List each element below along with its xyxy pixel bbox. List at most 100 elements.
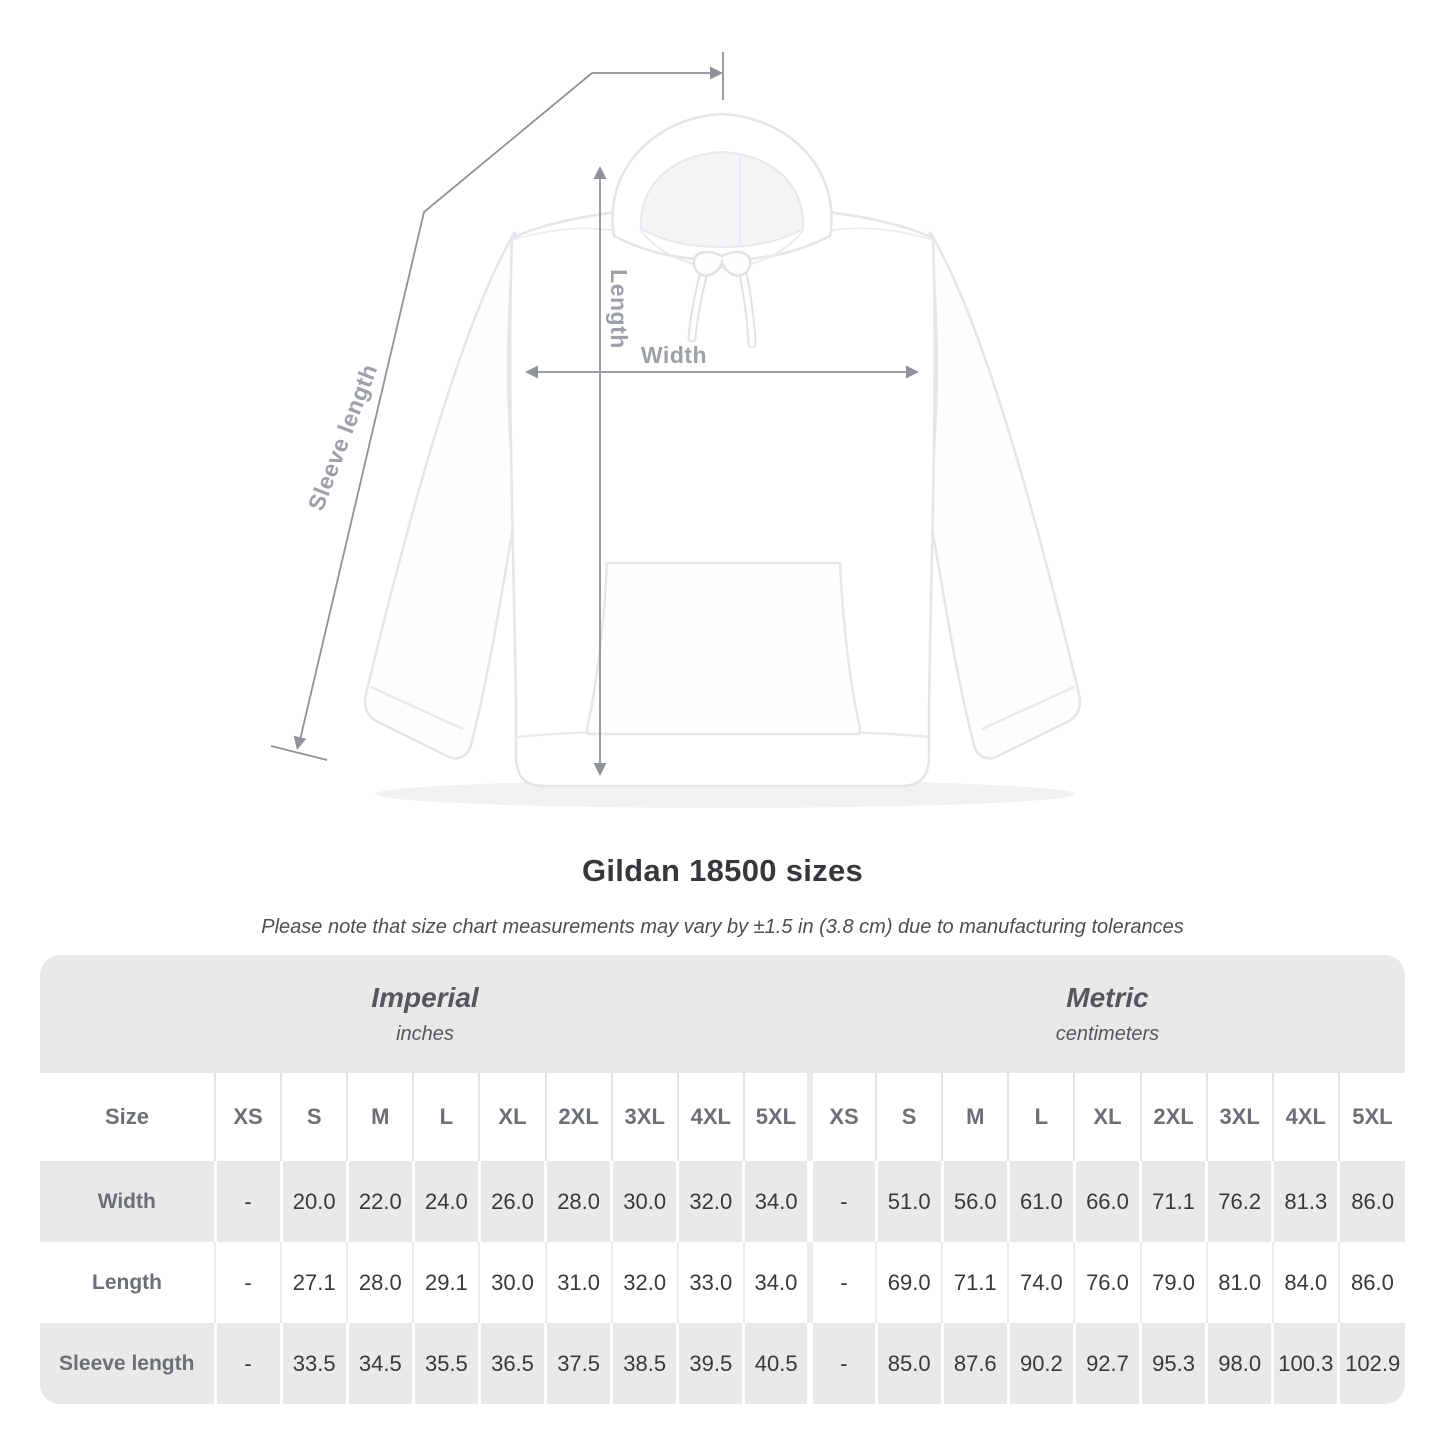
size-value-cell: 30.0 — [610, 1161, 678, 1242]
size-value-cell: 37.5 — [544, 1323, 612, 1404]
size-col-header-imperial-2xl: 2XL — [544, 1073, 612, 1161]
size-col-header-metric-xs: XS — [806, 1073, 877, 1161]
width-left-arrow — [525, 365, 538, 379]
size-value-cell: 74.0 — [1007, 1242, 1075, 1323]
size-value-cell: 95.3 — [1139, 1323, 1207, 1404]
size-col-header-metric-4xl: 4XL — [1271, 1073, 1339, 1161]
size-value-cell: 81.3 — [1271, 1161, 1339, 1242]
left-shoulder-seam — [511, 227, 618, 241]
sleeve-length-row: Sleeve length -33.5 34.5 35.5 36.5 37.5 38.5 3… — [40, 1323, 1405, 1404]
size-table-grid: Imperial inches Metric centimeters Size … — [40, 955, 1405, 1404]
size-value-cell: 84.0 — [1271, 1242, 1339, 1323]
size-col-header-imperial-xs: XS — [213, 1073, 282, 1161]
length-label: Length — [606, 269, 632, 349]
size-value-cell: 79.0 — [1139, 1242, 1207, 1323]
size-value-cell: 40.5 — [742, 1323, 810, 1404]
neckline — [640, 230, 804, 270]
size-value-cell: 85.0 — [874, 1323, 943, 1404]
size-value-cell: 34.0 — [742, 1161, 810, 1242]
size-value-cell: 76.0 — [1073, 1242, 1141, 1323]
size-value-cell: 38.5 — [610, 1323, 678, 1404]
tolerance-note: Please note that size chart measurements… — [261, 916, 1184, 938]
size-col-header-imperial-s: S — [280, 1073, 348, 1161]
metric-unit: centimeters — [1055, 1023, 1160, 1045]
measurement-lines — [270, 52, 913, 770]
size-value-cell: 100.3 — [1271, 1323, 1339, 1404]
size-value-cell: 71.1 — [1139, 1161, 1207, 1242]
size-col-header-metric-xl: XL — [1073, 1073, 1141, 1161]
size-value-cell: 76.2 — [1205, 1161, 1273, 1242]
page-title: Gildan 18500 sizes — [581, 853, 864, 888]
size-value-cell: 27.1 — [280, 1242, 348, 1323]
size-header-row: Size XS S M L XL 2XL 3XL 4XL 5XL XS S M L XL 2XL 3XL 4XL… — [40, 1073, 1405, 1161]
size-col-header-imperial-m: M — [346, 1073, 414, 1161]
size-value-cell: 32.0 — [676, 1161, 744, 1242]
size-value-cell: 86.0 — [1337, 1242, 1405, 1323]
size-col-header-metric-m: M — [941, 1073, 1009, 1161]
length-up-arrow — [593, 166, 607, 179]
size-col-header-imperial-3xl: 3XL — [610, 1073, 678, 1161]
left-cuff-seam — [370, 685, 464, 731]
imperial-label: Imperial — [371, 982, 479, 1013]
size-header-label: Size — [40, 1073, 215, 1161]
size-value-cell: 33.5 — [279, 1323, 348, 1404]
size-value-cell: 22.0 — [345, 1161, 414, 1242]
metric-label: Metric — [1066, 982, 1149, 1013]
right-sleeve — [926, 231, 1082, 760]
size-col-header-metric-3xl: 3XL — [1205, 1073, 1273, 1161]
width-row: Width -20.0 22.0 24.0 26.0 28.0 30.0 32.0 34.0-… — [40, 1161, 1405, 1242]
size-value-cell: 102.9 — [1337, 1323, 1405, 1404]
size-col-header-metric-2xl: 2XL — [1139, 1073, 1207, 1161]
size-col-header-metric-5xl: 5XL — [1337, 1073, 1405, 1161]
kangaroo-pocket — [585, 561, 862, 736]
row-label-sleeve-length: Sleeve length — [40, 1323, 215, 1404]
measurement-arrowheads — [293, 66, 919, 776]
size-col-header-imperial-l: L — [412, 1073, 480, 1161]
size-value-cell: 28.0 — [346, 1242, 414, 1323]
length-down-arrow — [593, 763, 607, 776]
hoodie-measurement-diagram: Length Width Sleeve length — [270, 52, 1082, 808]
size-value-cell: 66.0 — [1072, 1161, 1141, 1242]
row-label-width: Width — [40, 1161, 215, 1242]
size-value-cell: 32.0 — [610, 1242, 678, 1323]
size-value-cell: - — [213, 1242, 282, 1323]
hood-interior — [639, 150, 805, 249]
width-label: Width — [641, 342, 707, 368]
size-value-cell: - — [213, 1161, 282, 1242]
size-value-cell: 51.0 — [874, 1161, 943, 1242]
right-cuff-seam — [981, 685, 1075, 731]
size-value-cell: 61.0 — [1006, 1161, 1075, 1242]
size-col-header-imperial-5xl: 5XL — [742, 1073, 810, 1161]
size-value-cell: 34.5 — [345, 1323, 414, 1404]
sleeve-top-arrow — [710, 66, 723, 80]
size-value-cell: 87.6 — [940, 1323, 1009, 1404]
row-label-length: Length — [40, 1242, 215, 1323]
size-value-cell: - — [806, 1161, 877, 1242]
size-value-cell: 81.0 — [1205, 1242, 1273, 1323]
size-value-cell: 56.0 — [940, 1161, 1009, 1242]
size-value-cell: 34.0 — [742, 1242, 810, 1323]
imperial-unit: inches — [396, 1023, 454, 1045]
sleeve-bottom-arrow — [293, 735, 307, 750]
right-shoulder-seam — [827, 227, 934, 241]
size-value-cell: 20.0 — [279, 1161, 348, 1242]
metric-section-header: Metric centimeters — [809, 955, 1405, 1073]
size-value-cell: 26.0 — [477, 1161, 546, 1242]
size-col-header-metric-l: L — [1007, 1073, 1075, 1161]
size-value-cell: 69.0 — [875, 1242, 943, 1323]
size-value-cell: - — [806, 1242, 877, 1323]
size-value-cell: 30.0 — [478, 1242, 546, 1323]
size-value-cell: 29.1 — [412, 1242, 480, 1323]
size-value-cell: 39.5 — [676, 1323, 744, 1404]
size-value-cell: 86.0 — [1337, 1161, 1405, 1242]
size-value-cell: 28.0 — [544, 1161, 612, 1242]
right-drawstring-fill — [739, 265, 755, 347]
size-value-cell: - — [806, 1323, 877, 1404]
size-value-cell: 31.0 — [544, 1242, 612, 1323]
length-row: Length -27.1 28.0 29.1 30.0 31.0 32.0 33.0 34.0… — [40, 1242, 1405, 1323]
size-value-cell: 24.0 — [411, 1161, 480, 1242]
unit-header-row: Imperial inches Metric centimeters — [40, 955, 1405, 1073]
size-col-header-metric-s: S — [875, 1073, 943, 1161]
size-col-header-imperial-4xl: 4XL — [676, 1073, 744, 1161]
